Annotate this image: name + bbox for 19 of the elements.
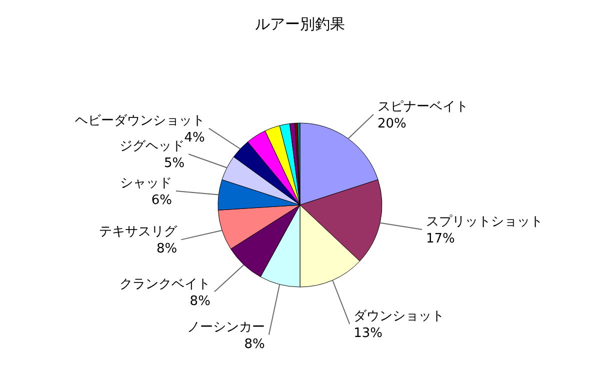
- data-label: 8%: [156, 242, 178, 257]
- slice-label: スピナーベイト: [377, 99, 468, 114]
- chart-title: ルアー別釣果: [255, 15, 345, 33]
- slice-label: シャッド: [120, 176, 172, 191]
- data-label: 8%: [190, 294, 210, 309]
- slice-label: ダウンショット: [354, 309, 445, 324]
- data-label: 5%: [164, 156, 185, 172]
- data-label: 4%: [184, 130, 205, 146]
- slice-label: ジグヘッド: [120, 139, 185, 154]
- slice-label: スプリットショット: [426, 214, 543, 230]
- data-label: 13%: [354, 326, 383, 342]
- data-label: 8%: [244, 336, 265, 352]
- data-label: 6%: [151, 192, 172, 208]
- data-label: 17%: [426, 231, 455, 246]
- slice-label: テキサスリグ: [99, 224, 178, 240]
- slice-label: ヘビーダウンショット: [74, 113, 205, 128]
- slice-label: クランクベイト: [119, 276, 210, 292]
- data-label: 20%: [377, 116, 406, 132]
- slice-label: ノーシンカー: [186, 320, 265, 335]
